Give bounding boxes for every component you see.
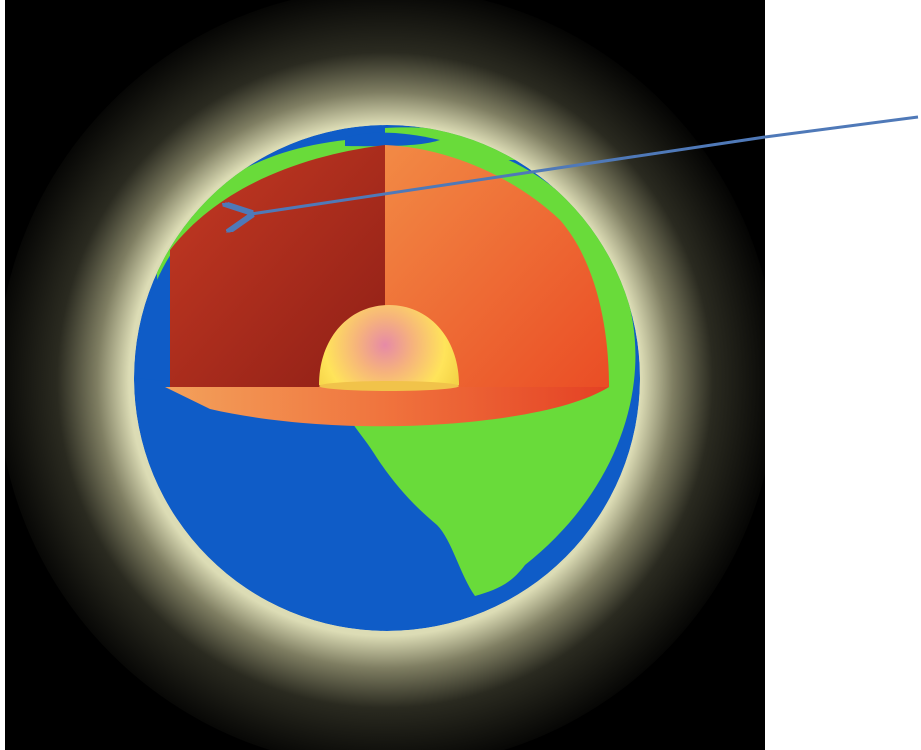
core-cut-face xyxy=(319,381,459,391)
crust-cut-band xyxy=(165,387,609,427)
crust-pointer-arrow xyxy=(251,135,765,214)
arrow-extension xyxy=(765,115,919,139)
core-hemisphere xyxy=(319,305,459,385)
ocean-top-strip xyxy=(345,132,440,147)
diagram-panel xyxy=(5,0,765,750)
mantle-right-face xyxy=(385,145,609,387)
